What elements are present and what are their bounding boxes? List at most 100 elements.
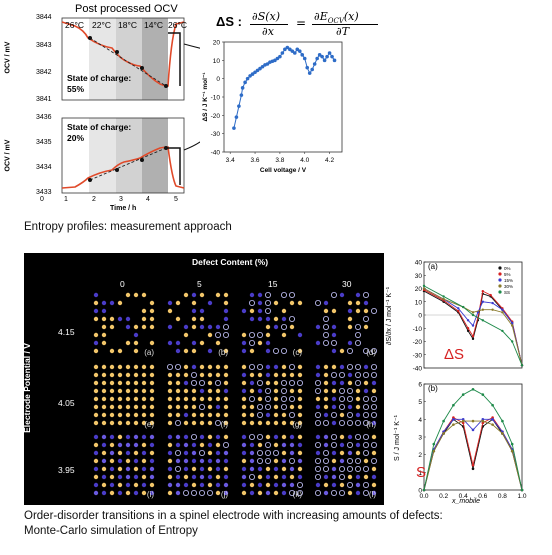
rt-point — [501, 308, 504, 311]
mc-site — [323, 442, 329, 448]
mc-site — [322, 449, 329, 456]
mc-site — [215, 388, 221, 394]
mc-site — [207, 380, 213, 386]
mc-site — [199, 316, 205, 322]
mc-site — [257, 420, 263, 426]
mc-site — [273, 404, 279, 410]
entropy-ytick-label: 0 — [216, 76, 220, 83]
mc-site — [273, 466, 279, 472]
mc-site — [117, 412, 123, 418]
entropy-xtick-label: 4.0 — [300, 157, 309, 164]
mc-site — [125, 490, 131, 496]
ocv-title: Post processed OCV — [75, 3, 178, 15]
mc-site — [273, 380, 279, 386]
mc-site — [249, 458, 255, 464]
entropy-xtick-label: 3.4 — [226, 157, 235, 164]
mc-site — [223, 364, 229, 370]
mc-site — [249, 482, 255, 488]
entropy-data-point — [283, 47, 287, 52]
mc-site — [141, 316, 147, 322]
mc-col-0: 0 — [120, 279, 125, 289]
mc-site — [264, 449, 271, 456]
rb-ylabel: S / J mol⁻¹ K⁻¹ — [393, 415, 401, 461]
mc-site — [149, 474, 155, 480]
mc-site — [331, 482, 337, 488]
mc-site — [371, 474, 377, 480]
mc-site — [207, 420, 213, 426]
mc-site — [354, 372, 361, 379]
mc-site — [241, 308, 247, 314]
mc-site — [281, 364, 287, 370]
mc-site — [241, 458, 247, 464]
mc-site — [125, 434, 131, 440]
entropy-data-point — [297, 49, 302, 53]
rt-point — [471, 335, 475, 338]
rt-point — [471, 313, 475, 317]
mc-site — [174, 449, 181, 456]
mc-site — [101, 380, 107, 386]
mc-site — [207, 434, 213, 440]
mc-site — [133, 380, 139, 386]
mc-site — [355, 412, 361, 418]
entropy-data-point — [290, 49, 295, 53]
mc-site — [257, 490, 263, 496]
rt-point — [491, 308, 494, 311]
mc-site — [241, 372, 247, 378]
mc-site — [207, 442, 213, 448]
rb-curve — [423, 416, 523, 491]
mc-site — [347, 340, 353, 346]
mc-site — [125, 380, 131, 386]
eq-num1: ∂S(x) — [252, 10, 281, 23]
entropy-data-point — [265, 62, 270, 66]
mc-site — [109, 404, 115, 410]
mc-site — [167, 442, 173, 448]
mc-site — [314, 465, 321, 472]
mc-site — [273, 420, 279, 426]
mc-site — [297, 420, 303, 426]
rt-legend-label: SS — [504, 290, 510, 295]
mc-site — [198, 449, 205, 456]
mc-site — [101, 420, 107, 426]
mc-site — [323, 308, 329, 314]
rb-point — [520, 488, 524, 492]
eq-equals: = — [296, 16, 307, 30]
mc-panel-label: (k) — [293, 490, 303, 499]
mc-site — [370, 395, 377, 402]
rt-point — [520, 364, 524, 367]
mc-site — [248, 332, 255, 339]
mc-site — [125, 404, 131, 410]
mc-site — [288, 316, 295, 323]
rt-point — [481, 308, 484, 311]
mc-site — [370, 411, 377, 418]
mc-site — [198, 380, 205, 387]
rb-ytick-label: 5 — [418, 399, 422, 406]
mc-site — [167, 372, 173, 378]
mc-site — [273, 474, 279, 480]
mc-site — [362, 395, 369, 402]
mc-lattice-cell — [241, 292, 303, 355]
mc-site — [215, 466, 221, 472]
ocv-bottom-dashed — [89, 147, 167, 181]
mc-site — [183, 292, 189, 298]
mc-site — [248, 364, 255, 371]
mc-site — [93, 474, 99, 480]
mc-site — [371, 434, 377, 440]
mc-site — [93, 340, 99, 346]
mc-site — [297, 364, 303, 370]
mc-site — [257, 316, 263, 322]
rt-curve — [423, 288, 523, 366]
mc-site — [133, 348, 139, 354]
mc-site — [362, 403, 369, 410]
mc-site — [241, 442, 247, 448]
ocv-top-tick-3: 3842 — [36, 69, 52, 76]
mc-lattice-grid: (a) (b) (c) (d) (e) (f) (g) (h) (i) (j) (k) (l) — [93, 292, 377, 499]
mc-site — [207, 388, 213, 394]
rb-point — [432, 442, 436, 446]
mc-site — [101, 300, 107, 306]
mc-site — [265, 474, 271, 480]
rb-point — [452, 423, 455, 426]
entropy-data-point — [278, 54, 282, 59]
mc-site — [125, 466, 131, 472]
mc-site — [281, 466, 287, 472]
mc-site — [249, 490, 255, 496]
